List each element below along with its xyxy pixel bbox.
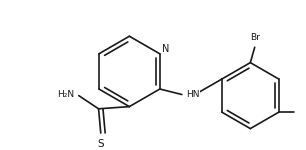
Text: H₂N: H₂N xyxy=(57,90,74,99)
Text: Br: Br xyxy=(250,33,260,42)
Text: N: N xyxy=(162,44,170,54)
Text: S: S xyxy=(97,138,104,148)
Text: HN: HN xyxy=(186,90,200,99)
